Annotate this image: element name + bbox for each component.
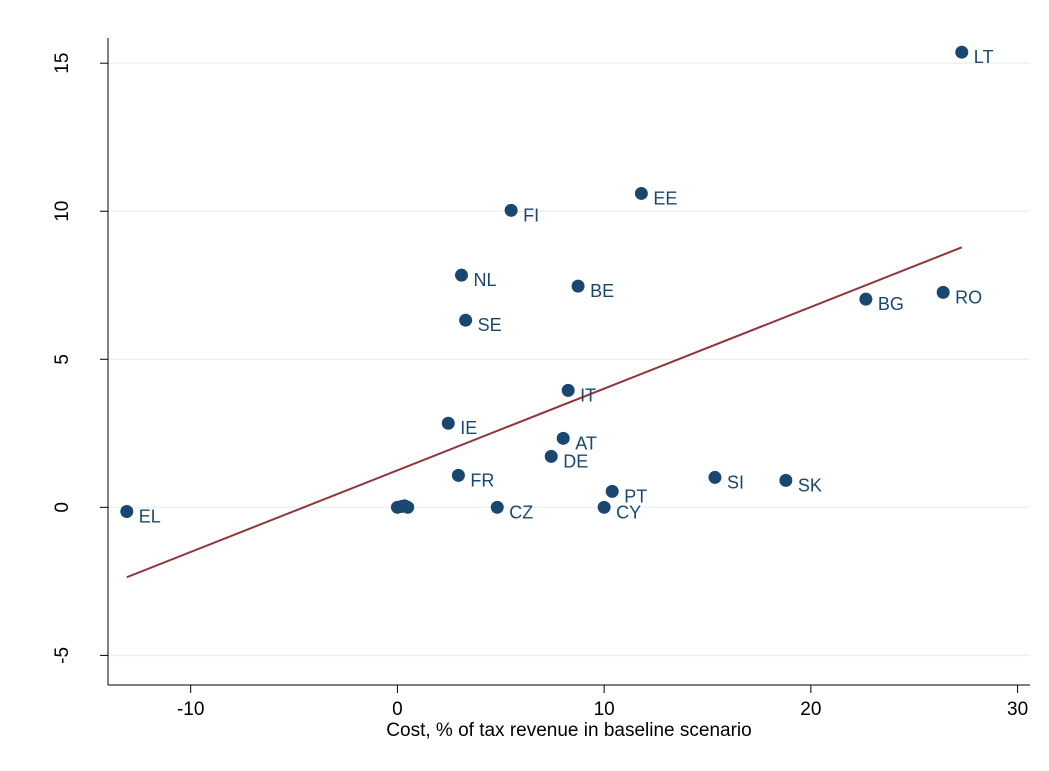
point [441, 416, 455, 430]
point [955, 45, 969, 59]
point-label: BE [590, 281, 614, 301]
y-tick-label: 5 [52, 354, 73, 365]
point [459, 313, 473, 327]
point [859, 292, 873, 306]
point-label: CY [616, 502, 641, 522]
y-tick-label: 10 [52, 201, 73, 222]
point [634, 186, 648, 200]
point-label: DE [563, 451, 588, 471]
point-label: SI [727, 472, 744, 492]
point-label: IT [580, 385, 596, 405]
point-label: BG [878, 294, 904, 314]
point-label: LT [974, 47, 994, 67]
point [936, 285, 950, 299]
point-label: AT [575, 433, 597, 453]
y-tick-label: 0 [52, 502, 73, 513]
x-tick-label: 20 [800, 699, 821, 720]
y-tick-label: -5 [52, 647, 73, 664]
point [605, 484, 619, 498]
point [561, 383, 575, 397]
point-label: CZ [509, 502, 533, 522]
y-tick-label: 15 [52, 53, 73, 74]
x-tick-label: 30 [1007, 699, 1028, 720]
point [544, 449, 558, 463]
x-tick-label: 0 [392, 699, 403, 720]
point-label: EL [139, 506, 161, 526]
point-label: IE [460, 418, 477, 438]
point [401, 500, 415, 514]
point [120, 504, 134, 518]
x-tick-label: -10 [177, 699, 204, 720]
point [556, 431, 570, 445]
point-label: RO [955, 287, 982, 307]
point [455, 268, 469, 282]
fit-line [126, 246, 963, 579]
point [571, 279, 585, 293]
point-label: PT [624, 486, 647, 506]
point-label: SK [798, 475, 822, 495]
point [490, 500, 504, 514]
point [504, 203, 518, 217]
point-label: NL [474, 270, 497, 290]
point-label: FI [523, 205, 539, 225]
point [597, 500, 611, 514]
point [779, 473, 793, 487]
x-axis-title: Cost, % of tax revenue in baseline scena… [386, 720, 751, 741]
point-label: EE [653, 188, 677, 208]
point-label: SE [478, 315, 502, 335]
point [451, 468, 465, 482]
point-label: FR [470, 470, 494, 490]
point [708, 470, 722, 484]
x-tick-label: 10 [594, 699, 615, 720]
